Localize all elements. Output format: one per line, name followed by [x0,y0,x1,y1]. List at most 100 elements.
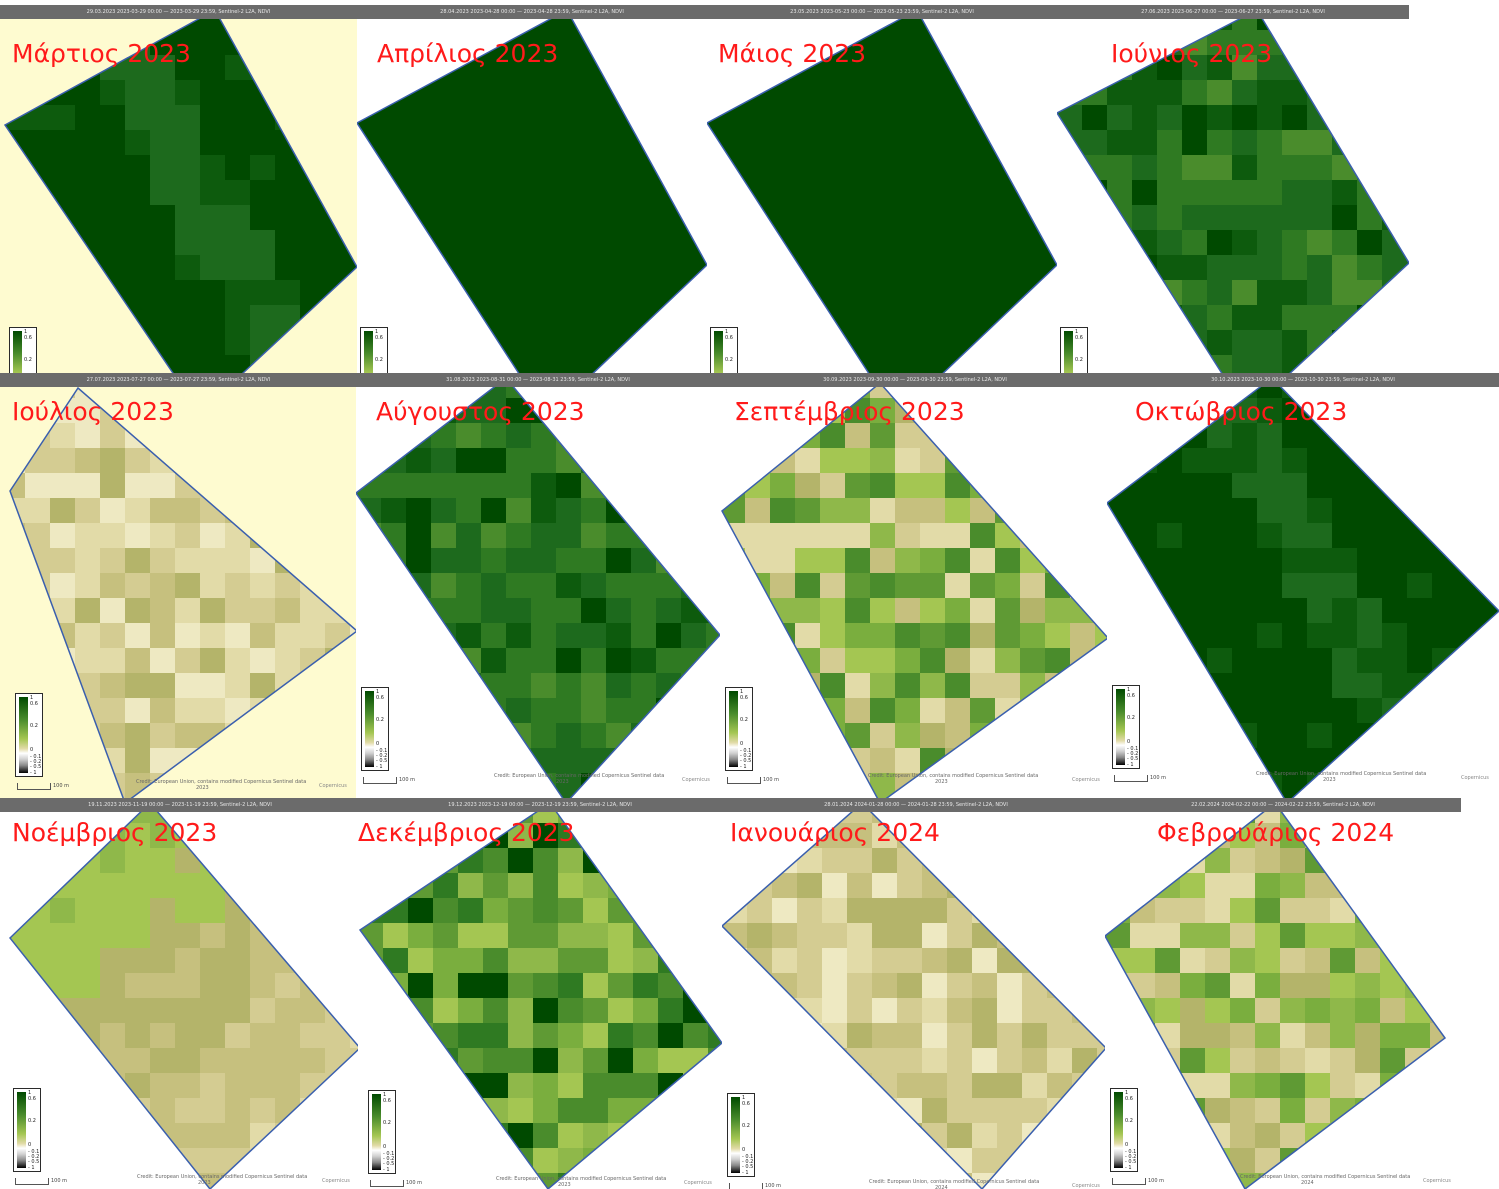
ndvi-pixel [75,1048,101,1074]
ndvi-pixel [632,255,658,281]
ndvi-pixel [557,130,583,156]
ndvi-pixel [100,923,126,949]
ndvi-pixel [1457,423,1483,449]
ndvi-pixel [782,280,808,306]
ndvi-pixel [982,30,1008,56]
ndvi-pixel [1232,80,1258,106]
ndvi-pixel [25,1048,51,1074]
ndvi-pixel [957,80,983,106]
ndvi-pixel [897,1023,923,1049]
ndvi-pixel [5,180,26,206]
ndvi-pixel [633,1023,659,1049]
ndvi-pixel [225,448,251,474]
ndvi-pixel [275,623,301,649]
legend-tick-label: - 0.2 [376,753,388,759]
ndvi-pixel [175,280,201,306]
ndvi-pixel [1182,448,1208,474]
ndvi-pixel [657,130,683,156]
ndvi-pixel [150,973,176,999]
ndvi-pixel [456,748,482,774]
ndvi-pixel [606,548,632,574]
ndvi-pixel [10,573,26,599]
ndvi-pixel [1157,723,1183,749]
ndvi-pixel [870,473,896,499]
ndvi-pixel [1407,523,1433,549]
ndvi-pixel [1355,1073,1381,1099]
ndvi-pixel [682,30,707,56]
ndvi-pixel [607,230,633,256]
ndvi-pixel [872,898,898,924]
ndvi-pixel [1455,1098,1461,1124]
ndvi-pixel [1047,848,1073,874]
ndvi-pixel [125,923,151,949]
ndvi-pixel [458,873,484,899]
ndvi-pixel [382,180,408,206]
ndvi-pixel [1107,398,1133,424]
ndvi-pixel [845,648,871,674]
ndvi-pixel [656,448,682,474]
ndvi-pixel [1132,130,1158,156]
ndvi-pixel [1405,1098,1431,1124]
ndvi-pixel [275,748,301,774]
ndvi-pixel [1407,205,1409,231]
ndvi-pixel [250,573,276,599]
ndvi-pixel [532,230,558,256]
ndvi-pixel [581,398,607,424]
ndvi-pixel [250,648,276,674]
ndvi-pixel [275,155,301,181]
ndvi-pixel [1020,698,1046,724]
ndvi-pixel [533,1098,559,1124]
ndvi-pixel [1257,205,1283,231]
ndvi-pixel [1232,205,1258,231]
ndvi-pixel [857,130,883,156]
ndvi-pixel [722,1048,748,1074]
ndvi-pixel [1357,623,1383,649]
ndvi-pixel [606,523,632,549]
ndvi-pixel [25,573,51,599]
ndvi-pixel [822,973,848,999]
ndvi-pixel [225,1023,251,1049]
ndvi-pixel [275,498,301,524]
ndvi-pixel [657,155,683,181]
ndvi-pixel [1070,573,1096,599]
ndvi-pixel [300,623,326,649]
ndvi-pixel [822,1098,848,1124]
ndvi-pixel [325,848,351,874]
ndvi-pixel [1432,398,1458,424]
ndvi-pixel [770,523,796,549]
ndvi-pixel [250,623,276,649]
ndvi-pixel [1430,948,1445,974]
month-title: Οκτώβριος 2023 [1135,397,1348,426]
ndvi-pixel [1380,973,1406,999]
ndvi-pixel [1045,398,1071,424]
ndvi-pixel [383,948,409,974]
ndvi-pixel [508,998,534,1024]
ndvi-pixel [75,748,101,774]
ndvi-pixel [1232,105,1258,131]
ndvi-pixel [1282,623,1308,649]
ndvi-pixel [947,1148,973,1174]
ndvi-pixel [50,205,76,231]
ndvi-pixel [1107,255,1133,281]
ndvi-pixel [895,423,921,449]
ndvi-pixel [1430,848,1445,874]
ndvi-pixel [50,180,76,206]
ndvi-pixel [275,923,301,949]
ndvi-pixel [1157,598,1183,624]
ndvi-pixel [1207,473,1233,499]
ndvi-pixel [970,573,996,599]
ndvi-pixel [807,180,833,206]
ndvi-pixel [708,973,722,999]
ndvi-pixel [1047,1123,1073,1149]
ndvi-pixel [907,105,933,131]
ndvi-pixel [608,973,634,999]
ndvi-pixel [757,255,783,281]
ndvi-pixel [1332,180,1358,206]
ndvi-pixel [250,823,276,849]
ndvi-pixel [408,973,434,999]
ndvi-pixel [406,473,432,499]
month-title: Ιούλιος 2023 [12,397,174,426]
ndvi-pixel [747,998,773,1024]
